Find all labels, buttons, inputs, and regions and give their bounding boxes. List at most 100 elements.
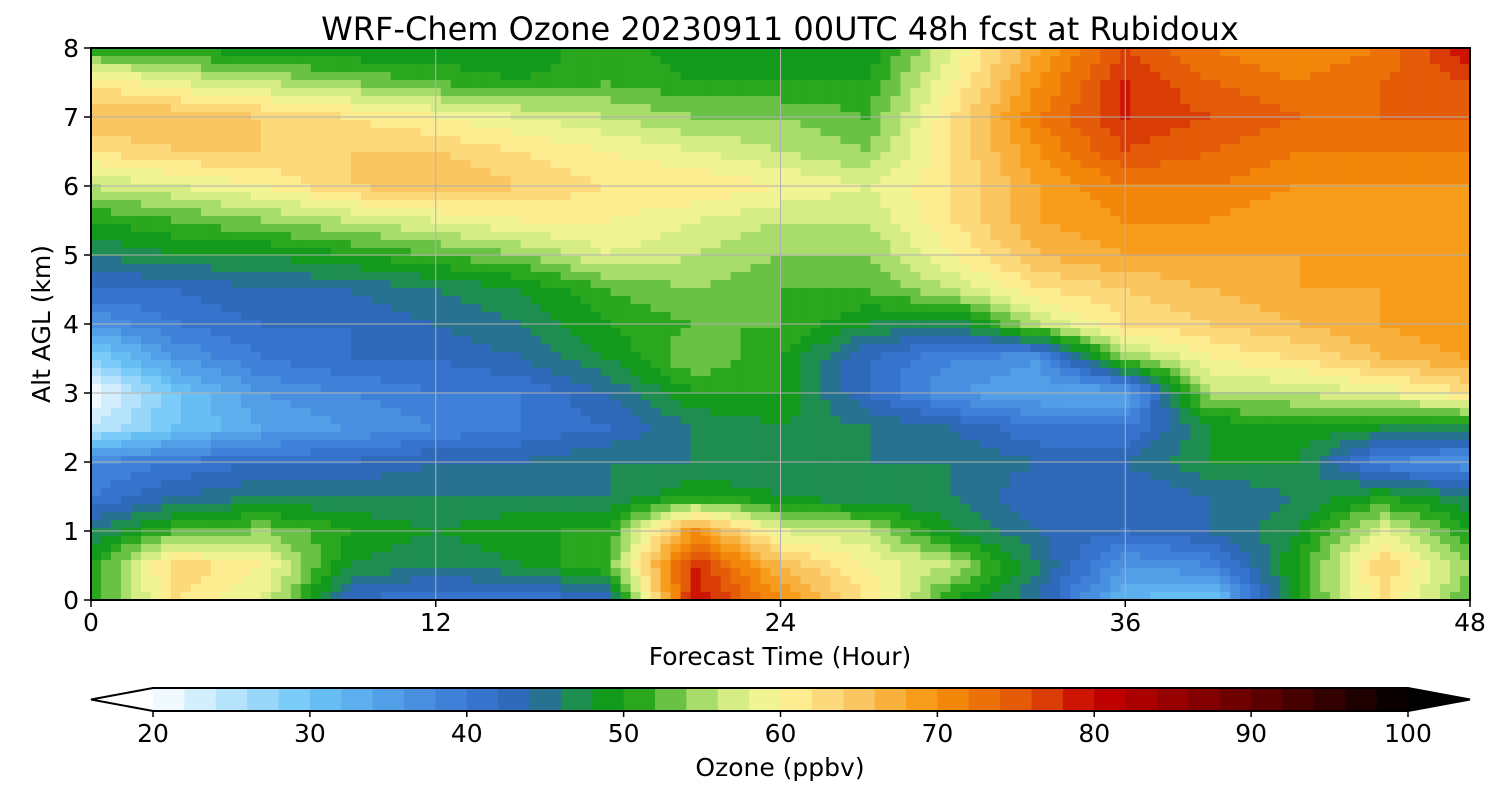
heatmap-cell (1050, 296, 1061, 305)
heatmap-cell (800, 296, 812, 305)
heatmap-cell (260, 112, 272, 121)
heatmap-cell (1050, 176, 1061, 185)
heatmap-cell (720, 288, 732, 297)
heatmap-cell (1440, 248, 1451, 257)
heatmap-cell (960, 248, 971, 257)
heatmap-cell (300, 224, 312, 233)
heatmap-cell (220, 160, 232, 169)
heatmap-cell (910, 256, 921, 265)
heatmap-cell (1190, 280, 1201, 289)
heatmap-cell (970, 96, 981, 105)
heatmap-cell (1260, 280, 1271, 289)
heatmap-cell (810, 56, 822, 65)
heatmap-cell (310, 72, 322, 81)
heatmap-cell (210, 304, 222, 313)
heatmap-cell (1250, 200, 1261, 209)
heatmap-cell (420, 184, 432, 193)
heatmap-cell (700, 88, 712, 97)
heatmap-cell (1380, 48, 1391, 57)
heatmap-cell (830, 168, 842, 177)
heatmap-cell (870, 240, 882, 249)
heatmap-cell (940, 240, 951, 249)
heatmap-cell (600, 144, 612, 153)
heatmap-cell (680, 216, 692, 225)
heatmap-cell (310, 288, 322, 297)
heatmap-cell (660, 56, 672, 65)
heatmap-cell (1210, 112, 1221, 121)
heatmap-cell (1010, 72, 1021, 81)
heatmap-cell (1360, 56, 1371, 65)
heatmap-cell (1050, 192, 1061, 201)
heatmap-cell (870, 248, 882, 257)
heatmap-cell (1180, 64, 1191, 73)
heatmap-cell (850, 144, 862, 153)
heatmap-cell (370, 232, 382, 241)
heatmap-cell (700, 264, 712, 273)
heatmap-cell (900, 64, 911, 73)
heatmap-cell (550, 200, 562, 209)
heatmap-cell (1280, 104, 1291, 113)
heatmap-cell (330, 104, 342, 113)
heatmap-cell (1150, 104, 1161, 113)
heatmap-cell (510, 200, 522, 209)
heatmap-cell (380, 200, 392, 209)
heatmap-cell (1250, 288, 1261, 297)
heatmap-cell (870, 64, 882, 73)
heatmap-cell (150, 64, 162, 73)
heatmap-cell (1290, 120, 1301, 129)
heatmap-cell (1280, 232, 1291, 241)
heatmap-cell (420, 224, 432, 233)
heatmap-cell (810, 168, 822, 177)
heatmap-cell (1370, 208, 1381, 217)
heatmap-cell (860, 112, 872, 121)
heatmap-cell (1270, 128, 1281, 137)
heatmap-cell (1340, 256, 1351, 265)
heatmap-cell (350, 200, 362, 209)
heatmap-cell (400, 104, 412, 113)
heatmap-cell (1160, 48, 1171, 57)
heatmap-cell (1070, 296, 1081, 305)
heatmap-cell (320, 80, 332, 89)
heatmap-cell (520, 72, 532, 81)
heatmap-cell (1180, 296, 1191, 305)
heatmap-cell (1210, 56, 1221, 65)
heatmap-cell (440, 88, 452, 97)
heatmap-cell (760, 160, 772, 169)
heatmap-cell (1410, 112, 1421, 121)
heatmap-cell (590, 208, 602, 217)
heatmap-cell (1100, 304, 1111, 313)
heatmap-cell (580, 216, 592, 225)
heatmap-cell (470, 152, 482, 161)
heatmap-cell (1390, 208, 1401, 217)
heatmap-cell (1260, 216, 1271, 225)
heatmap-cell (220, 184, 232, 193)
heatmap-cell (540, 48, 552, 57)
heatmap-cell (1140, 56, 1151, 65)
heatmap-cell (91, 312, 102, 321)
heatmap-cell (1200, 272, 1211, 281)
heatmap-cell (1180, 136, 1191, 145)
heatmap-cell (1350, 56, 1361, 65)
heatmap-cell (890, 136, 902, 145)
heatmap-cell (590, 232, 602, 241)
heatmap-cell (1450, 176, 1461, 185)
heatmap-cell (1350, 64, 1361, 73)
heatmap-cell (220, 264, 232, 273)
heatmap-cell (170, 192, 182, 201)
heatmap-cell (920, 224, 931, 233)
heatmap-cell (700, 136, 712, 145)
heatmap-cell (1420, 296, 1431, 305)
heatmap-cell (130, 112, 142, 121)
heatmap-cell (1430, 152, 1441, 161)
heatmap-cell (280, 264, 292, 273)
heatmap-cell (450, 224, 462, 233)
heatmap-cell (1340, 200, 1351, 209)
heatmap-cell (1330, 312, 1341, 321)
heatmap-cell (1090, 96, 1101, 105)
heatmap-cell (390, 256, 402, 265)
heatmap-cell (1010, 232, 1021, 241)
heatmap-cell (250, 296, 262, 305)
heatmap-cell (1320, 200, 1331, 209)
heatmap-cell (340, 232, 352, 241)
heatmap-cell (900, 88, 911, 97)
